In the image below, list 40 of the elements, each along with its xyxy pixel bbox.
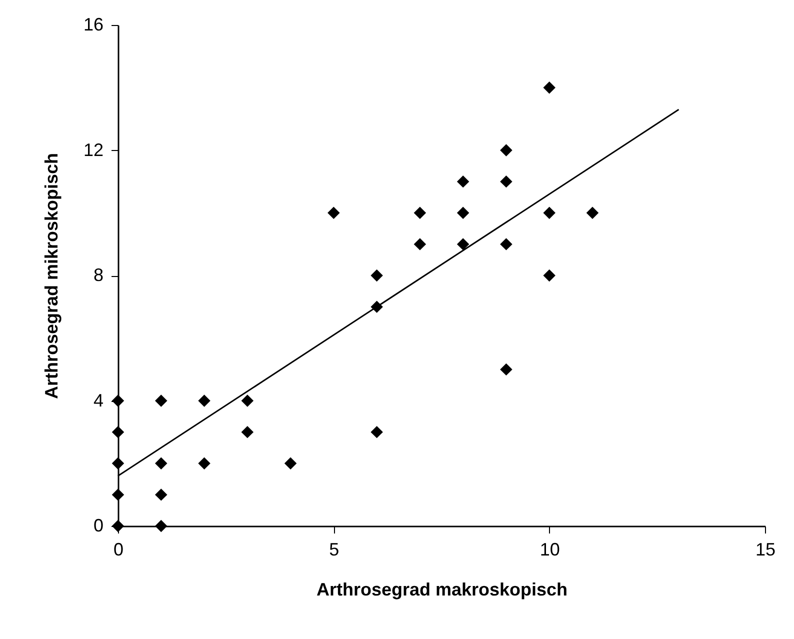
point	[241, 426, 254, 438]
point	[414, 238, 426, 250]
point	[198, 394, 210, 407]
point	[543, 82, 556, 94]
point	[456, 175, 470, 188]
x-tick-label: 0	[113, 540, 124, 560]
point	[155, 520, 168, 532]
point	[328, 206, 340, 219]
point	[155, 394, 168, 407]
y-axis-title: Arthrosegrad mikroskopisch	[41, 152, 62, 400]
point	[500, 238, 512, 250]
x-axis-title: Arthrosegrad makroskopisch	[316, 580, 568, 600]
point	[500, 363, 512, 376]
y-tick-label: 8	[93, 265, 104, 285]
point	[112, 457, 124, 470]
point	[456, 206, 470, 219]
y-tick-label: 0	[93, 516, 104, 536]
x-tick-label: 15	[755, 540, 776, 560]
y-tick-label: 4	[93, 390, 104, 410]
point	[456, 238, 470, 250]
point	[155, 488, 168, 501]
point	[155, 457, 168, 470]
point	[543, 206, 556, 219]
y-tick-label: 16	[83, 14, 104, 34]
point	[586, 206, 599, 219]
x-tick-label: 10	[540, 540, 560, 560]
point	[370, 426, 383, 438]
point	[500, 144, 512, 156]
point	[198, 457, 210, 470]
point	[284, 457, 297, 470]
point	[112, 488, 124, 501]
point	[414, 206, 426, 219]
x-tick-label: 5	[329, 540, 340, 560]
point	[500, 175, 512, 188]
y-tick-label: 12	[83, 140, 104, 160]
point	[370, 269, 383, 282]
point	[543, 269, 556, 282]
point	[241, 394, 254, 407]
point	[112, 394, 124, 407]
point	[112, 426, 124, 438]
